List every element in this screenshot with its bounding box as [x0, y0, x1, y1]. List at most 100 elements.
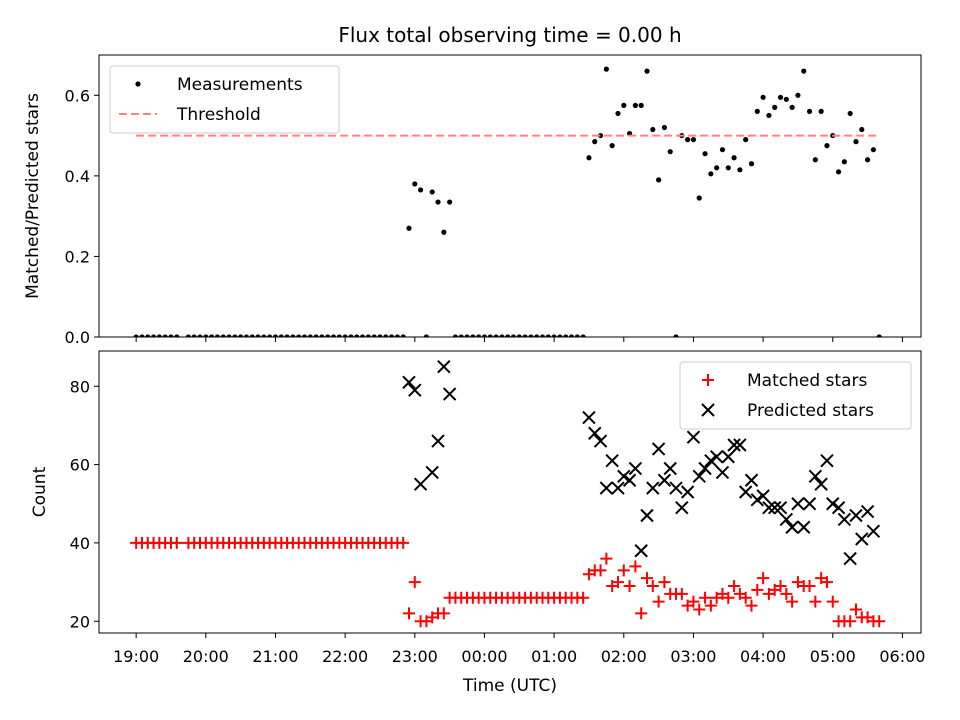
matched-stars-point [600, 552, 613, 565]
predicted-stars-point [611, 481, 625, 495]
predicted-stars-point [709, 450, 724, 464]
predicted-stars-point [831, 500, 846, 515]
predicted-stars-point [646, 481, 660, 495]
measurement-point [255, 334, 261, 337]
measurement-point [162, 334, 168, 337]
measurement-point [452, 334, 459, 337]
y-tick-label: 0.4 [65, 167, 90, 186]
measurement-point [708, 171, 714, 177]
measurement-point [806, 108, 813, 114]
predicted-stars-point [762, 500, 776, 515]
measurement-point [441, 229, 447, 235]
matched-stars-point [745, 599, 758, 612]
top-plot-marks [133, 66, 882, 337]
measurement-point [243, 334, 250, 337]
measurement-point [690, 137, 697, 143]
predicted-stars-point [820, 453, 834, 468]
legend-label: Measurements [177, 75, 303, 95]
predicted-stars-point [756, 489, 770, 503]
measurement-point [650, 126, 656, 133]
measurement-point [835, 169, 842, 175]
predicted-stars-point [442, 387, 457, 401]
measurement-point [580, 334, 586, 337]
measurement-point [673, 334, 679, 337]
predicted-stars-point [826, 497, 840, 511]
bottom-plot-frame [98, 350, 922, 634]
measurement-point [499, 334, 505, 337]
predicted-stars-point [425, 465, 439, 480]
matched-stars-point [757, 572, 770, 585]
matched-stars-point [617, 564, 630, 577]
predicted-stars-point [814, 477, 828, 491]
measurement-point [568, 334, 575, 337]
measurement-point [145, 334, 151, 337]
predicted-stars-point [750, 493, 765, 507]
measurement-point [586, 155, 592, 161]
predicted-stars-point [634, 544, 648, 558]
measurement-point [307, 334, 313, 337]
matched-stars-point [641, 572, 653, 585]
measurement-point [168, 334, 174, 337]
measurement-point [209, 334, 215, 337]
measurement-point [249, 334, 255, 337]
matched-stars-point [739, 591, 752, 604]
predicted-stars-point [431, 434, 445, 448]
predicted-stars-point [588, 426, 602, 440]
measurement-point [371, 334, 377, 337]
measurement-point [278, 334, 284, 337]
predicted-stars-point [680, 485, 695, 499]
predicted-stars-point [437, 359, 451, 374]
measurement-point [766, 112, 772, 119]
measurement-point [435, 199, 441, 205]
predicted-stars-point [797, 520, 811, 534]
measurement-point [272, 334, 279, 337]
x-tick-label: 21:00 [252, 647, 298, 666]
predicted-stars-point [698, 461, 712, 476]
measurement-point [615, 110, 621, 117]
measurement-point [301, 334, 308, 337]
measurement-point [864, 157, 871, 163]
measurement-point [638, 102, 644, 108]
predicted-stars-point [837, 512, 852, 527]
measurement-point [661, 124, 668, 131]
measurement-point [383, 334, 389, 337]
matched-stars-point [675, 587, 688, 600]
measurement-point [801, 68, 807, 74]
matched-stars-point [780, 587, 793, 600]
y-tick-label: 0.6 [65, 86, 90, 105]
measurement-point [406, 225, 412, 231]
measurement-point [284, 334, 290, 337]
predicted-stars-point [605, 453, 619, 468]
measurement-point [632, 102, 638, 108]
measurement-point [203, 334, 209, 337]
matched-stars-point [437, 607, 450, 620]
measurement-point [156, 334, 162, 337]
measurement-point [377, 334, 383, 337]
measurement-point [418, 187, 424, 193]
matched-stars-point [623, 580, 636, 592]
measurement-point [365, 334, 371, 337]
predicted-stars-point [413, 477, 428, 491]
top-plot-frame [98, 54, 922, 338]
measurement-point [139, 334, 145, 337]
measurement-point [185, 334, 191, 337]
matched-stars-point [751, 583, 764, 596]
measurement-point [348, 334, 354, 337]
predicted-stars-point [727, 438, 741, 452]
y-tick-label: 20 [70, 612, 90, 631]
measurement-point [603, 66, 609, 72]
predicted-stars-point [628, 461, 643, 476]
measurement-point [760, 94, 766, 100]
predicted-stars-point [779, 512, 794, 527]
legend-box [679, 361, 912, 430]
predicted-stars-point [849, 508, 863, 523]
legend-label: Threshold [176, 105, 261, 125]
measurement-point [557, 334, 563, 337]
matched-stars-point [408, 576, 421, 589]
matched-stars-point [687, 595, 700, 608]
measurement-point [191, 334, 197, 337]
legend-x-marker [701, 403, 715, 417]
measurement-point [777, 94, 784, 100]
predicted-stars-point [866, 524, 881, 538]
predicted-stars-point [744, 473, 759, 487]
